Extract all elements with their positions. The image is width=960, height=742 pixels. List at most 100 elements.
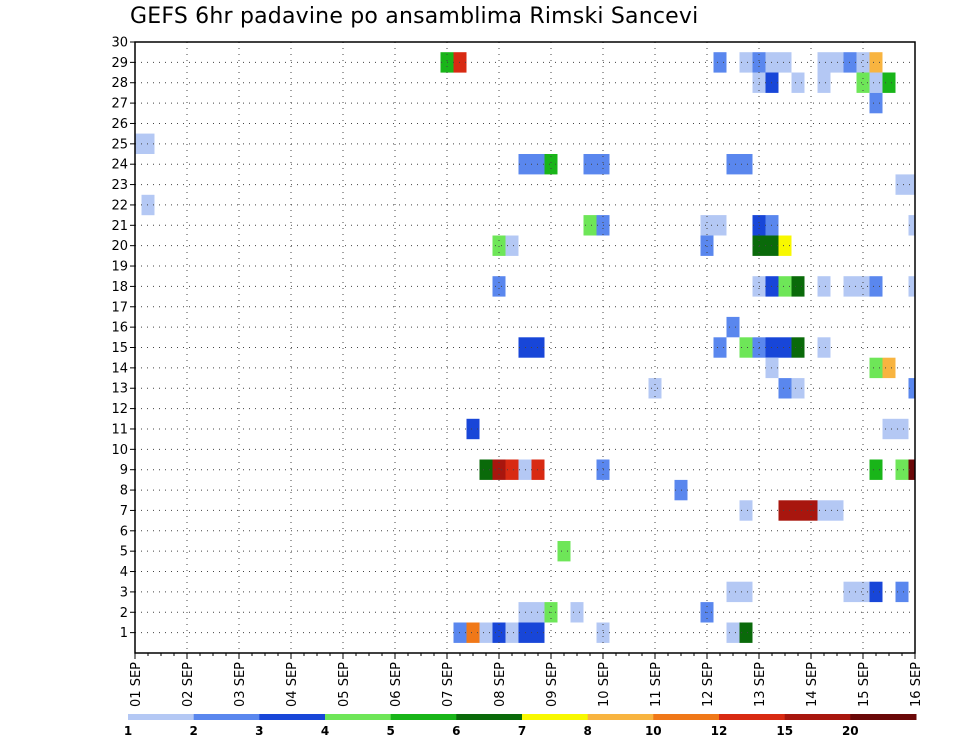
- y-tick-label: 24: [111, 158, 128, 173]
- heat-cell: [713, 215, 727, 236]
- y-tick-label: 19: [111, 260, 128, 275]
- heat-cell: [778, 276, 792, 297]
- heat-cell: [895, 459, 909, 480]
- x-tick-label: 12 SEP: [701, 662, 716, 707]
- legend-label: 15: [776, 724, 793, 738]
- y-tick-label: 11: [111, 422, 128, 437]
- y-tick-label: 14: [111, 361, 128, 376]
- color-legend: 1 2 3 4 5 6 7 8 10 12 15 20: [124, 714, 917, 738]
- legend-label: 10: [645, 724, 662, 738]
- legend-swatch: [850, 714, 917, 720]
- heat-cell: [583, 215, 597, 236]
- heat-cell: [726, 316, 740, 338]
- heat-cell: [895, 581, 909, 603]
- x-tick-label: 08 SEP: [493, 662, 508, 707]
- x-tick-label: 16 SEP: [909, 662, 924, 707]
- heat-cell: [791, 378, 805, 399]
- y-tick-label: 27: [111, 97, 128, 112]
- y-tick-label: 23: [111, 178, 128, 193]
- legend-swatch: [719, 714, 786, 720]
- x-tick-label: 01 SEP: [129, 662, 144, 707]
- legend-swatch: [653, 714, 720, 720]
- y-tick-label: 25: [111, 137, 128, 152]
- heat-cell: [505, 622, 519, 643]
- y-tick-label: 15: [111, 341, 128, 356]
- y-tick-label: 29: [111, 56, 128, 71]
- y-tick-label: 16: [111, 321, 128, 336]
- heat-cell: [778, 337, 792, 358]
- chart-title: GEFS 6hr padavine po ansamblima Rimski S…: [130, 4, 699, 29]
- heat-cell: [739, 622, 753, 643]
- heat-cell: [700, 235, 714, 256]
- x-tick-label: 10 SEP: [597, 662, 612, 707]
- legend-swatch: [128, 714, 195, 720]
- y-tick-label: 13: [111, 382, 128, 397]
- heat-cell: [908, 276, 915, 297]
- legend-swatch: [325, 714, 392, 720]
- heat-cell: [700, 215, 714, 236]
- heat-cell: [739, 500, 753, 521]
- legend-label: 7: [518, 724, 526, 738]
- legend-label: 1: [124, 724, 132, 738]
- x-tick-label: 15 SEP: [857, 662, 872, 707]
- heat-cell: [869, 276, 883, 297]
- heat-cell: [869, 357, 883, 379]
- y-tick-label: 7: [120, 504, 128, 519]
- x-tick-label: 13 SEP: [753, 662, 768, 707]
- legend-swatch: [259, 714, 326, 720]
- heat-cell: [895, 418, 909, 440]
- heat-cell: [856, 581, 870, 603]
- heat-cell: [869, 92, 883, 114]
- heat-cell: [791, 337, 805, 358]
- heat-cell: [908, 215, 915, 236]
- heat-cell: [479, 459, 493, 480]
- heat-cell: [466, 418, 480, 440]
- heat-cell: [817, 276, 831, 297]
- heat-cell: [817, 337, 831, 358]
- legend-swatch: [193, 714, 260, 720]
- y-tick-label: 6: [120, 524, 128, 539]
- y-tick-label: 2: [120, 606, 128, 621]
- heat-cell: [856, 276, 870, 297]
- heat-cell: [791, 500, 805, 521]
- heat-cell: [739, 337, 753, 358]
- heat-cell: [739, 154, 753, 175]
- heat-cell: [856, 52, 870, 73]
- y-tick-label: 8: [120, 484, 128, 499]
- heat-cell: [908, 378, 915, 399]
- heat-cell: [505, 459, 519, 480]
- heat-cell: [570, 602, 584, 623]
- y-tick-label: 4: [120, 565, 128, 580]
- y-tick-label: 9: [120, 463, 128, 478]
- heat-cell: [817, 500, 831, 521]
- legend-label: 6: [452, 724, 460, 738]
- legend-label: 20: [842, 724, 859, 738]
- legend-swatch: [456, 714, 523, 720]
- heat-cell: [882, 357, 896, 379]
- heat-cell: [869, 459, 883, 480]
- heat-cell: [583, 154, 597, 175]
- legend-swatch: [587, 714, 654, 720]
- x-tick-label: 05 SEP: [337, 662, 352, 707]
- heat-cell: [466, 622, 480, 643]
- x-tick-label: 04 SEP: [285, 662, 300, 707]
- y-axis: 1234567891011121314151617181920212223242…: [111, 36, 135, 641]
- y-tick-label: 22: [111, 198, 128, 213]
- y-tick-label: 5: [120, 545, 128, 560]
- x-tick-label: 14 SEP: [805, 662, 820, 707]
- legend-label: 2: [190, 724, 198, 738]
- heat-cell: [908, 459, 915, 480]
- heat-cell: [778, 500, 792, 521]
- heat-cell: [908, 174, 915, 195]
- heat-cell: [739, 581, 753, 603]
- legend-label: 12: [711, 724, 728, 738]
- heat-cell: [882, 72, 896, 93]
- heat-cell: [869, 72, 883, 93]
- heat-cell: [544, 154, 558, 175]
- y-tick-label: 21: [111, 219, 128, 234]
- heat-cell: [817, 72, 831, 93]
- x-tick-label: 03 SEP: [233, 662, 248, 707]
- y-tick-label: 12: [111, 402, 128, 417]
- legend-swatch: [522, 714, 589, 720]
